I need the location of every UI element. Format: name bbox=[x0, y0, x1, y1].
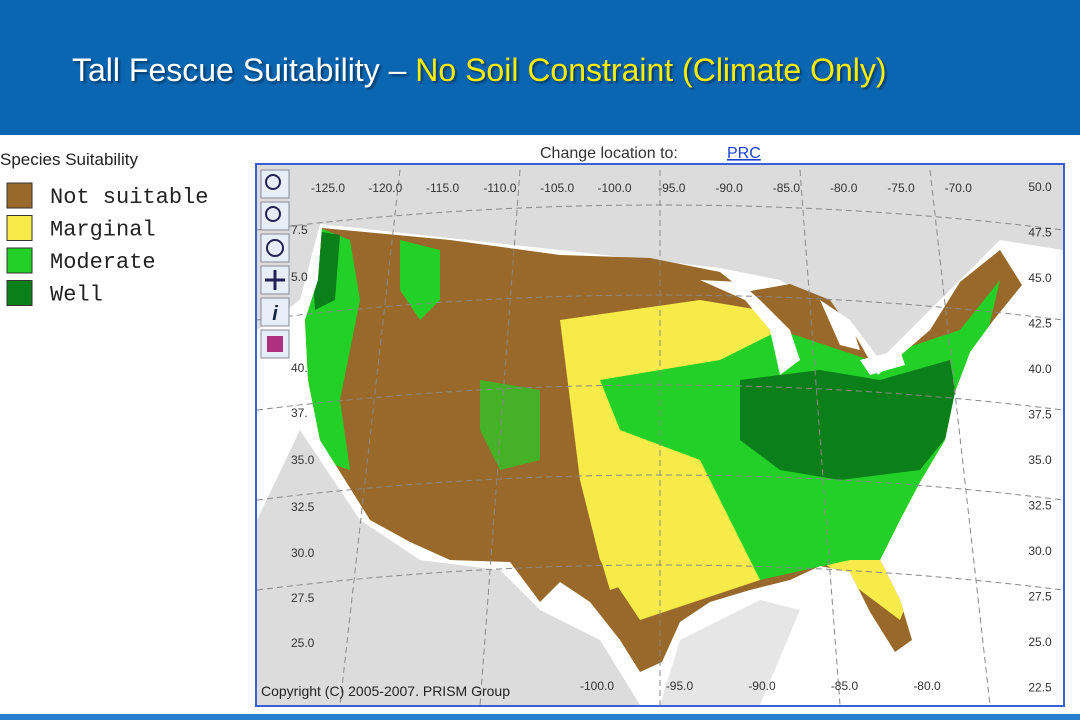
latitude-label: 35.0 bbox=[291, 453, 315, 467]
latitude-label: 32.5 bbox=[1028, 499, 1052, 513]
help-button[interactable] bbox=[260, 329, 290, 359]
longitude-label: -85.0 bbox=[773, 181, 801, 195]
longitude-label: -115.0 bbox=[426, 181, 459, 195]
longitude-label: -95.0 bbox=[658, 181, 686, 195]
longitude-label: -80.0 bbox=[913, 679, 941, 693]
title: Tall Fescue Suitability – No Soil Constr… bbox=[72, 52, 887, 89]
latitude-label: 25.0 bbox=[1028, 635, 1052, 649]
legend-swatch bbox=[6, 182, 33, 209]
longitude-label: -100.0 bbox=[597, 181, 631, 195]
latitude-label: 40. bbox=[291, 361, 308, 375]
footer-bar bbox=[0, 714, 1080, 720]
latitude-label: 27.5 bbox=[1028, 590, 1052, 604]
longitude-label: -85.0 bbox=[831, 679, 859, 693]
info-button[interactable] bbox=[260, 297, 290, 327]
zoom-full-button[interactable] bbox=[260, 233, 290, 263]
latitude-label: 47.5 bbox=[1028, 226, 1052, 240]
longitude-label: -90.0 bbox=[748, 679, 776, 693]
latitude-label: 30.0 bbox=[291, 546, 315, 560]
latitude-label: 5.0 bbox=[291, 270, 308, 284]
change-location-label: Change location to: bbox=[540, 145, 678, 162]
latitude-label: 37.5 bbox=[1028, 408, 1052, 422]
header-bar: Tall Fescue Suitability – No Soil Constr… bbox=[0, 0, 1080, 135]
legend-title: Species Suitability bbox=[0, 150, 138, 169]
longitude-label: -125.0 bbox=[311, 181, 345, 195]
location-link[interactable]: PRC bbox=[727, 145, 761, 162]
map bbox=[257, 165, 1063, 705]
title-main: Tall Fescue Suitability – bbox=[72, 52, 407, 88]
latitude-label: 25.0 bbox=[291, 636, 315, 650]
map-toolbar: i bbox=[260, 169, 290, 359]
longitude-label: -80.0 bbox=[830, 181, 858, 195]
legend-swatch bbox=[6, 280, 33, 306]
longitude-label: -75.0 bbox=[887, 181, 915, 195]
legend-swatch bbox=[6, 247, 33, 274]
longitude-label: -110.0 bbox=[483, 181, 516, 195]
zoom-out-button[interactable] bbox=[260, 201, 290, 231]
latitude-label: 35.0 bbox=[1028, 453, 1052, 467]
legend-label: Marginal bbox=[50, 218, 156, 243]
latitude-label: 22.5 bbox=[1028, 681, 1052, 695]
longitude-label: -90.0 bbox=[715, 181, 743, 195]
latitude-label: 30.0 bbox=[1028, 544, 1052, 558]
longitude-label: -120.0 bbox=[368, 181, 402, 195]
legend-label: Moderate bbox=[50, 250, 156, 275]
legend-label: Well bbox=[50, 283, 103, 308]
title-highlight: No Soil Constraint (Climate Only) bbox=[415, 52, 887, 88]
longitude-label: -95.0 bbox=[666, 679, 694, 693]
longitude-label: -70.0 bbox=[945, 181, 973, 195]
legend-label: Not suitable bbox=[50, 185, 208, 210]
legend-swatch bbox=[6, 215, 33, 241]
latitude-label: 40.0 bbox=[1028, 362, 1052, 376]
latitude-label: 32.5 bbox=[291, 500, 315, 514]
copyright: Copyright (C) 2005-2007. PRISM Group bbox=[261, 683, 510, 699]
latitude-label: 45.0 bbox=[1028, 271, 1052, 285]
latitude-label: 42.5 bbox=[1028, 317, 1052, 331]
latitude-label: 27.5 bbox=[291, 591, 315, 605]
latitude-label: 37. bbox=[291, 406, 308, 420]
zoom-in-button[interactable] bbox=[260, 169, 290, 199]
latitude-label: 7.5 bbox=[291, 223, 308, 237]
latitude-label: 50.0 bbox=[1028, 180, 1052, 194]
longitude-label: -100.0 bbox=[580, 679, 614, 693]
svg-text:i: i bbox=[272, 303, 278, 325]
longitude-label: -105.0 bbox=[540, 181, 574, 195]
